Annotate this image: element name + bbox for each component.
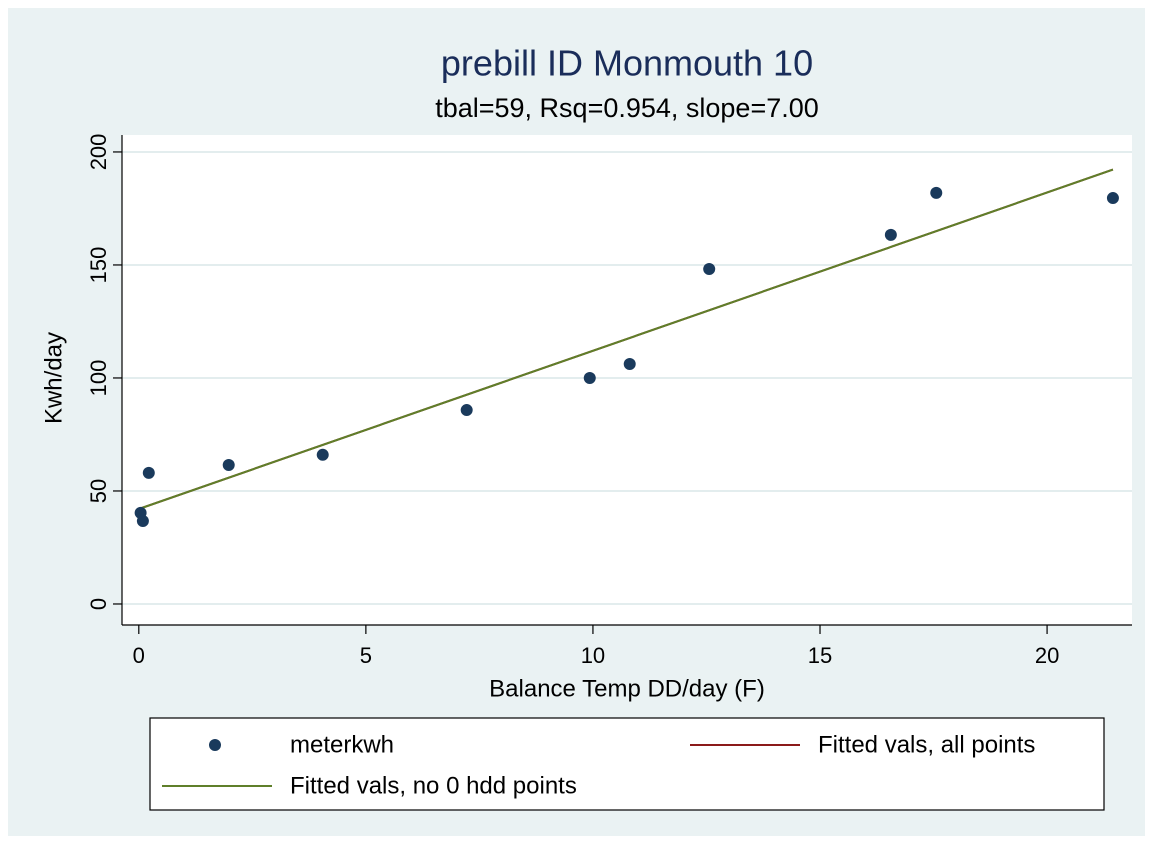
x-tick-label: 0 [133,643,145,668]
data-point [460,404,473,417]
legend-label: Fitted vals, all points [818,731,1035,758]
data-point [1106,192,1119,205]
y-axis-title: Kwh/day [40,332,67,424]
data-point [930,186,943,199]
chart-subtitle: tbal=59, Rsq=0.954, slope=7.00 [435,93,819,123]
data-point [884,228,897,241]
legend-marker [209,739,221,751]
chart-title: prebill ID Monmouth 10 [441,43,813,84]
y-tick-label: 0 [86,598,111,610]
plot-area [122,135,1132,625]
fit-line [140,168,1114,510]
x-axis-title: Balance Temp DD/day (F) [489,675,765,702]
y-tick-label: 100 [86,360,111,397]
data-point [316,448,329,461]
legend-label: Fitted vals, no 0 hdd points [290,772,577,799]
legend-label: meterkwh [290,731,394,758]
x-tick-label: 10 [581,643,605,668]
data-point [623,357,636,370]
data-point [583,371,596,384]
data-point [703,263,716,276]
data-point [136,515,149,528]
y-tick-label: 150 [86,247,111,284]
x-tick-label: 15 [808,643,832,668]
data-point [222,458,235,471]
legend-box [149,717,1105,811]
data-point [142,466,155,479]
x-tick-label: 20 [1035,643,1059,668]
x-tick-label: 5 [360,643,372,668]
y-tick-label: 50 [86,479,111,503]
y-tick-label: 200 [86,134,111,171]
